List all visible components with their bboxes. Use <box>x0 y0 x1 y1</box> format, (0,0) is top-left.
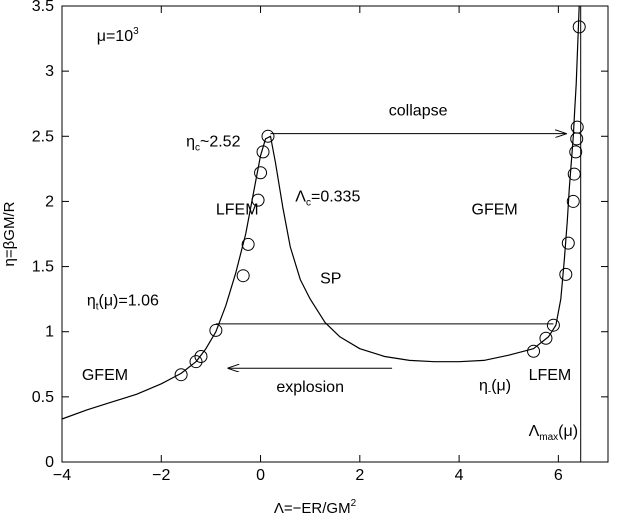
axis-ticks: −4 −2 0 2 4 6 0 0.5 1 1.5 2 2.5 3 3.5 <box>32 0 608 484</box>
x-tick-label: 2 <box>355 467 364 484</box>
y-tick-label: 0.5 <box>32 389 54 406</box>
annotation-lfem_right: LFEM <box>529 367 572 384</box>
y-tick-label: 0 <box>45 454 54 471</box>
plot-frame <box>61 5 609 463</box>
x-tick-label: −2 <box>152 467 170 484</box>
data-point <box>261 129 275 143</box>
annotation-gfem_left: GFEM <box>82 367 128 384</box>
annotation-eta_t: ηt(μ)=1.06 <box>87 293 159 313</box>
annotation-sp: SP <box>320 271 341 288</box>
y-tick-label: 2.5 <box>32 128 54 145</box>
data-point <box>527 344 541 358</box>
data-point <box>241 237 255 251</box>
data-point <box>572 20 586 34</box>
data-point <box>539 331 553 345</box>
axis-titles: Λ=−ER/GM2 η=βGM/R <box>1 201 357 517</box>
collapse-label: collapse <box>389 103 448 120</box>
x-tick-label: −4 <box>53 467 71 484</box>
data-point <box>559 267 573 281</box>
x-tick-label: 6 <box>554 467 563 484</box>
annotation-gfem_right: GFEM <box>472 201 518 218</box>
data-point <box>174 368 188 382</box>
y-tick-label: 3.5 <box>32 0 54 15</box>
annotation-eta_minus: η-(μ) <box>479 377 511 397</box>
plot-border <box>61 5 609 463</box>
data-point <box>251 193 265 207</box>
data-point <box>566 194 580 208</box>
annotation-mu: μ=103 <box>97 26 139 45</box>
data-point <box>256 145 270 159</box>
y-tick-label: 1 <box>45 324 54 341</box>
data-point <box>561 236 575 250</box>
y-tick-label: 2 <box>45 193 54 210</box>
annotation-layer: μ=103 ηc~2.52 Λc=0.335 LFEM SP GFEM ηt(μ)=1.06… <box>82 26 578 443</box>
y-axis-title: η=βGM/R <box>1 201 18 266</box>
x-axis-title: Λ=−ER/GM2 <box>274 498 357 517</box>
data-point <box>570 120 584 134</box>
series-layer <box>61 5 586 462</box>
annotation-lambda_max: Λmax(μ) <box>529 423 578 443</box>
annotation-lfem_left: LFEM <box>216 201 259 218</box>
annotation-eta_c: ηc~2.52 <box>186 134 240 154</box>
series-curve <box>61 5 580 420</box>
explosion-label: explosion <box>276 379 344 396</box>
annotation-lambda_c: Λc=0.335 <box>295 188 360 208</box>
x-tick-label: 0 <box>256 467 265 484</box>
data-point <box>569 145 583 159</box>
x-tick-label: 4 <box>455 467 464 484</box>
arrow-layer: collapse explosion <box>228 103 566 396</box>
data-point <box>189 355 203 369</box>
y-tick-label: 3 <box>45 63 54 80</box>
data-point <box>209 323 223 337</box>
data-point <box>194 349 208 363</box>
y-tick-label: 1.5 <box>32 259 54 276</box>
data-point <box>546 318 560 332</box>
data-point <box>254 166 268 180</box>
data-point <box>236 269 250 283</box>
